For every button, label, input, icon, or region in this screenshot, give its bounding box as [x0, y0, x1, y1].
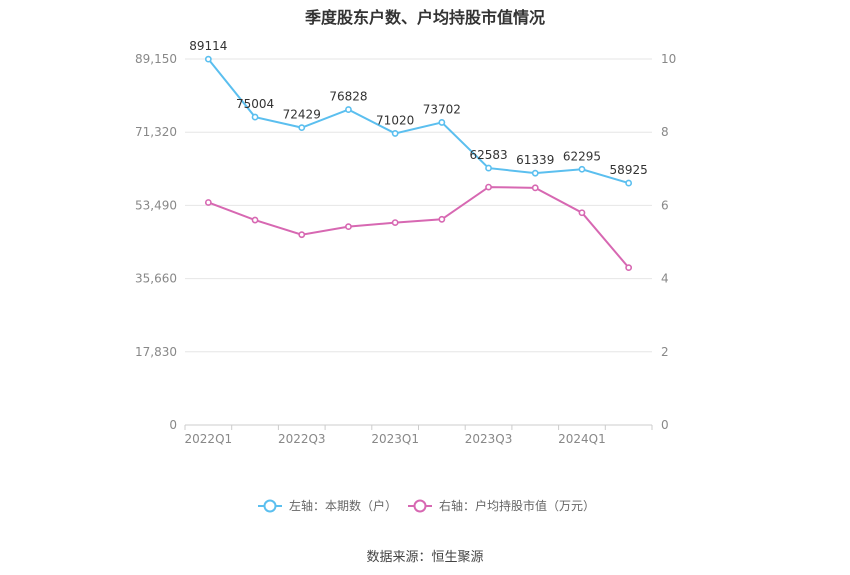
x-tick-label: 2023Q1 — [371, 432, 419, 446]
data-label: 75004 — [236, 97, 274, 111]
left-y-tick-label: 35,660 — [135, 272, 177, 286]
right-series-point — [438, 215, 446, 223]
right-series-point — [578, 209, 586, 217]
data-label: 62295 — [563, 149, 601, 163]
left-series-line — [207, 58, 629, 185]
right-y-tick-label: 10 — [661, 52, 676, 66]
right-y-tick-label: 6 — [661, 198, 669, 212]
left-y-tick-label: 71,320 — [135, 125, 177, 139]
right-series-point — [204, 199, 212, 206]
x-tick-label: 2022Q3 — [278, 432, 326, 446]
left-y-tick-label: 0 — [169, 418, 177, 432]
right-series-line — [207, 186, 630, 269]
data-label: 76828 — [329, 90, 367, 104]
left-series-point — [438, 119, 446, 126]
legend-label: 左轴：本期数（户） — [289, 498, 397, 513]
x-tick-label: 2022Q1 — [185, 432, 233, 446]
right-series-point — [251, 216, 259, 224]
left-series-point — [251, 113, 259, 121]
legend-swatch-marker — [263, 499, 277, 513]
right-y-tick-label: 0 — [661, 418, 669, 432]
right-y-tick-label: 4 — [661, 272, 669, 286]
data-source: 数据来源：恒生聚源 — [366, 550, 484, 565]
data-label: 89114 — [189, 39, 227, 53]
left-series-point — [625, 179, 633, 187]
x-tick-label: 2023Q3 — [465, 432, 513, 446]
data-label: 71020 — [376, 113, 414, 127]
left-series-point — [578, 165, 586, 173]
right-y-tick-label: 8 — [661, 125, 669, 139]
right-series-point — [625, 264, 633, 272]
left-series-point — [204, 55, 212, 63]
right-series-point — [531, 184, 539, 192]
right-series-point — [298, 231, 306, 239]
right-y-tick-label: 2 — [661, 345, 669, 359]
left-series-point — [485, 164, 492, 172]
left-series-point — [345, 106, 352, 113]
data-label: 58925 — [610, 163, 648, 177]
left-y-tick-label: 17,830 — [135, 345, 177, 359]
left-series-point — [531, 169, 539, 177]
left-y-tick-label: 53,490 — [135, 198, 177, 212]
legend-label: 右轴：户均持股市值（万元） — [439, 498, 595, 513]
right-series-point — [485, 183, 492, 191]
chart-title: 季度股东户数、户均持股市值情况 — [304, 8, 545, 27]
legend-swatch-marker — [413, 499, 427, 513]
data-label: 73702 — [423, 102, 461, 116]
right-series-point — [345, 223, 352, 231]
left-series-point — [391, 130, 399, 137]
left-series-point — [298, 124, 306, 132]
left-y-tick-label: 89,150 — [135, 52, 177, 66]
data-label: 72429 — [283, 108, 321, 122]
data-label: 62583 — [469, 148, 507, 162]
x-tick-label: 2024Q1 — [558, 432, 606, 446]
data-label: 61339 — [516, 153, 554, 167]
right-series-point — [391, 219, 399, 227]
